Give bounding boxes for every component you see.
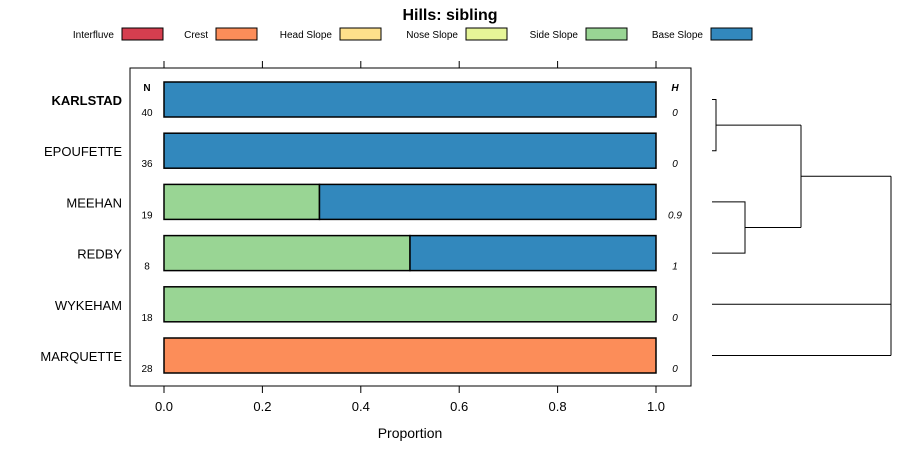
top-ticks <box>163 61 657 68</box>
x-tick-label: 0.0 <box>155 399 173 414</box>
category-label: KARLSTAD <box>51 93 122 108</box>
bar-segment <box>409 234 657 272</box>
category-label: MEEHAN <box>66 195 122 210</box>
n-value: 19 <box>141 210 153 221</box>
legend-swatch <box>215 27 258 41</box>
chart-title: Hills: sibling <box>402 7 497 24</box>
n-header: N <box>143 83 150 94</box>
legend-label: Base Slope <box>652 30 704 41</box>
dendrogram-branch <box>712 99 717 152</box>
x-axis: 0.0 0.2 0.4 0.6 0.8 1.0 <box>155 386 665 414</box>
legend-label: Nose Slope <box>406 30 458 41</box>
h-header: H <box>671 83 679 94</box>
bar-segment <box>163 337 657 374</box>
legend: Interfluve Crest Head Slope Nose Slope Side … <box>73 27 753 41</box>
legend-swatch <box>710 27 753 41</box>
h-value: 0 <box>672 313 678 324</box>
n-value: 28 <box>141 364 153 375</box>
legend-label: Side Slope <box>530 30 579 41</box>
legend-swatch <box>121 27 164 41</box>
bar-segment <box>163 234 411 272</box>
x-tick-label: 0.4 <box>352 399 370 414</box>
bar-segment <box>163 286 657 323</box>
bar-segment <box>318 183 657 221</box>
bar-segment <box>163 183 321 221</box>
bar-segment <box>163 81 657 118</box>
x-tick-label: 0.8 <box>549 399 567 414</box>
category-label: MARQUETTE <box>40 349 122 364</box>
legend-label: Head Slope <box>280 30 333 41</box>
n-value: 8 <box>144 262 150 273</box>
h-value: 0 <box>672 108 678 119</box>
dendrogram-branch <box>712 201 746 254</box>
category-label: WYKEHAM <box>55 298 122 313</box>
h-value: 0 <box>672 364 678 375</box>
category-label: EPOUFETTE <box>44 144 122 159</box>
h-value: 0.9 <box>668 210 682 221</box>
row-labels: KARLSTAD 40 0 EPOUFETTE 36 0 MEEHAN 19 0.9 REDBY 8… <box>40 93 682 375</box>
bar-segment <box>163 132 657 169</box>
x-tick-label: 0.2 <box>253 399 271 414</box>
x-tick-label: 0.6 <box>450 399 468 414</box>
bars <box>163 81 657 374</box>
legend-swatch <box>339 27 382 41</box>
plot-frame <box>129 67 692 387</box>
h-value: 0 <box>672 159 678 170</box>
dendrogram <box>712 99 892 356</box>
n-value: 40 <box>141 108 153 119</box>
n-value: 36 <box>141 159 153 170</box>
category-label: REDBY <box>77 247 122 262</box>
x-tick-label: 1.0 <box>647 399 665 414</box>
legend-swatch <box>465 27 508 41</box>
legend-label: Interfluve <box>73 30 115 41</box>
legend-swatch <box>585 27 628 41</box>
x-axis-title: Proportion <box>378 425 443 441</box>
legend-label: Crest <box>184 30 208 41</box>
n-value: 18 <box>141 313 153 324</box>
h-value: 1 <box>672 262 678 273</box>
